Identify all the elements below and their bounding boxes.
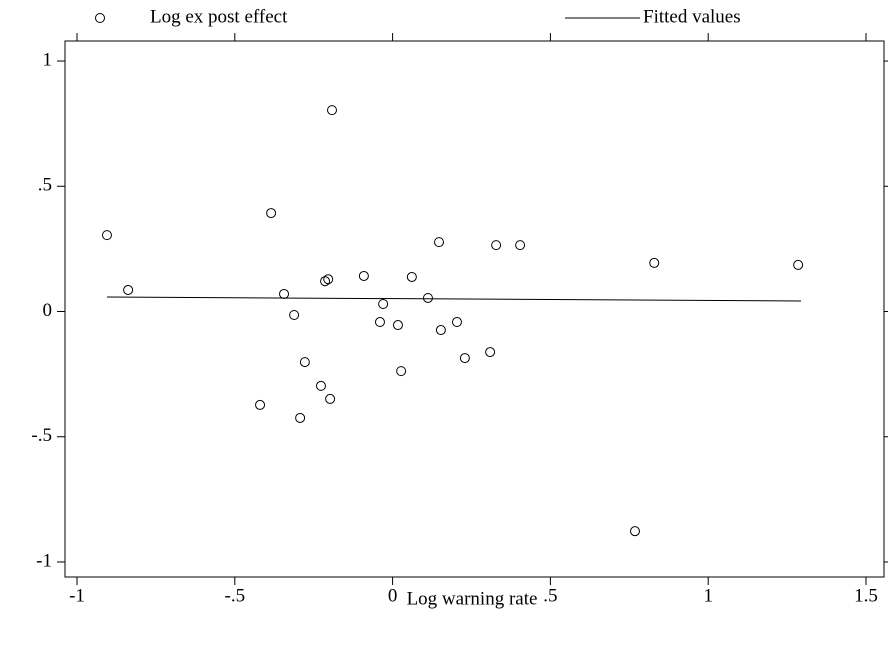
scatter-point (101, 230, 112, 241)
y-tick-label: .5 (38, 175, 52, 196)
scatter-point (396, 366, 407, 377)
x-tick-label: .5 (543, 585, 557, 606)
legend-label: Fitted values (643, 6, 741, 27)
x-axis-label: Log warning rate (407, 588, 538, 609)
scatter-point (123, 284, 134, 295)
y-tick-label: -.5 (31, 425, 52, 446)
scatter-point (315, 380, 326, 391)
scatter-point (299, 357, 310, 368)
scatter-point (358, 270, 369, 281)
scatter-point (451, 317, 462, 328)
scatter-point (279, 288, 290, 299)
plot-frame (64, 40, 885, 578)
scatter-point (406, 271, 417, 282)
fitted-line (106, 296, 801, 302)
scatter-point (255, 399, 266, 410)
scatter-point (325, 393, 336, 404)
y-tick-label: 1 (43, 49, 53, 70)
scatter-point (435, 325, 446, 336)
y-tick-label: 0 (43, 300, 53, 321)
y-tick-label: -1 (36, 550, 52, 571)
x-tick-label: 1.5 (854, 585, 878, 606)
scatter-point (459, 353, 470, 364)
scatter-point (433, 237, 444, 248)
scatter-point (485, 347, 496, 358)
x-tick-label: -1 (69, 585, 85, 606)
scatter-point (793, 259, 804, 270)
scatter-point (422, 292, 433, 303)
scatter-point (629, 526, 640, 537)
legend-label: Log ex post effect (150, 6, 288, 27)
scatter-point (320, 276, 331, 287)
x-tick-label: 1 (703, 585, 713, 606)
scatter-point (266, 208, 277, 219)
scatter-point (374, 317, 385, 328)
scatter-point (323, 274, 334, 285)
scatter-point (327, 105, 338, 116)
scatter-point (649, 257, 660, 268)
scatter-point (392, 320, 403, 331)
scatter-point (289, 310, 300, 321)
legend-marker (95, 13, 105, 23)
scatter-point (378, 298, 389, 309)
scatter-point (491, 240, 502, 251)
scatter-point (295, 412, 306, 423)
x-tick-label: -.5 (225, 585, 246, 606)
x-tick-label: 0 (388, 585, 398, 606)
scatter-point (515, 240, 526, 251)
